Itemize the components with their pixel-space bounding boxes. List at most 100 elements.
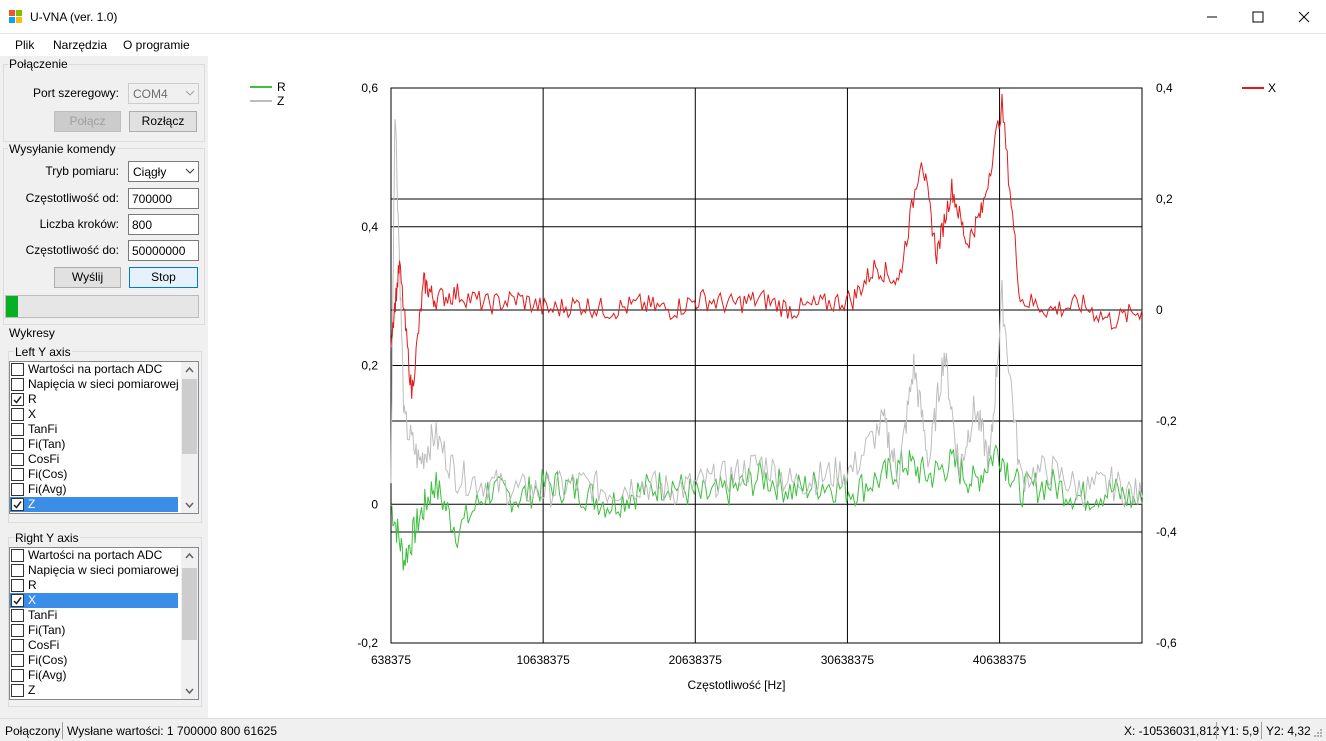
title-bar: U-VNA (ver. 1.0) [0, 0, 1326, 34]
left-list-item[interactable]: CosFi [10, 452, 178, 467]
left-list-item[interactable]: Fi(Tan) [10, 437, 178, 452]
freq-from-input[interactable]: 700000 [128, 188, 199, 209]
close-icon [1298, 11, 1310, 23]
checkbox[interactable] [11, 393, 24, 406]
impedance-chart[interactable]: 638375 10638375 20638375 30638375 40638375 -0… [208, 56, 1326, 718]
checkbox[interactable] [11, 624, 24, 637]
right-list-item[interactable]: CosFi [10, 638, 178, 653]
checkbox[interactable] [11, 639, 24, 652]
left-list-item[interactable]: TanFi [10, 422, 178, 437]
mode-select[interactable]: Ciągły [128, 161, 199, 182]
checkbox[interactable] [11, 453, 24, 466]
right-axis-title: Right Y axis [14, 531, 80, 545]
steps-input[interactable]: 800 [128, 214, 199, 235]
right-list-scrollbar[interactable] [181, 548, 198, 699]
freq-to-input[interactable]: 50000000 [128, 240, 199, 261]
right-y-tick-label: 0,2 [1156, 192, 1173, 206]
left-list-item[interactable]: Fi(Avg) [10, 482, 178, 497]
chevron-down-icon [185, 90, 195, 96]
scroll-down-icon[interactable] [185, 502, 194, 509]
checkbox[interactable] [11, 654, 24, 667]
right-list-item[interactable]: Fi(Tan) [10, 623, 178, 638]
checkbox[interactable] [11, 498, 24, 511]
chevron-down-icon [185, 168, 195, 174]
right-axis-list[interactable]: Z Fi(Avg) Fi(Cos) CosFi Fi(Tan) TanFi X R Napięc… [9, 547, 199, 700]
right-list-item[interactable]: R [10, 578, 178, 593]
port-select[interactable]: COM4 [128, 83, 199, 104]
checkbox[interactable] [11, 669, 24, 682]
list-item-label: X [28, 407, 37, 421]
left-y-tick-label: 0,4 [361, 220, 378, 234]
scroll-up-icon[interactable] [185, 366, 194, 373]
checkbox[interactable] [11, 378, 24, 391]
right-y-tick-label: 0,4 [1156, 81, 1173, 95]
checkbox[interactable] [11, 684, 24, 697]
checkbox[interactable] [11, 609, 24, 622]
plots-group-title: Wykresy [8, 326, 56, 340]
left-list-item[interactable]: Z [10, 497, 178, 512]
right-list-item[interactable]: Z [10, 683, 178, 698]
checkbox[interactable] [11, 483, 24, 496]
checkbox[interactable] [11, 594, 24, 607]
checkbox[interactable] [11, 564, 24, 577]
right-y-tick-label: -0,2 [1156, 414, 1177, 428]
right-list-item[interactable]: TanFi [10, 608, 178, 623]
menu-narzedzia[interactable]: Narzędzia [53, 38, 108, 52]
status-separator [1216, 722, 1217, 739]
checkbox[interactable] [11, 468, 24, 481]
right-list-item[interactable]: Fi(Avg) [10, 668, 178, 683]
left-list-item[interactable]: Napięcia w sieci pomiarowej [10, 377, 179, 392]
legend-label: Z [277, 94, 284, 108]
left-list-scroll-thumb[interactable] [182, 379, 197, 454]
progress-fill [6, 296, 18, 317]
freq-to-label: Częstotliwość do: [25, 243, 119, 257]
right-list-item[interactable]: Napięcia w sieci pomiarowej [10, 563, 179, 578]
menu-o-programie[interactable]: O programie [123, 38, 190, 52]
right-list-item[interactable]: Fi(Cos) [10, 653, 178, 668]
left-y-tick-label: -0,2 [357, 636, 378, 650]
checkbox[interactable] [11, 408, 24, 421]
status-sent-values: Wysłane wartości: 1 700000 800 61625 [67, 724, 278, 738]
checkbox[interactable] [11, 363, 24, 376]
connect-button[interactable]: Połącz [54, 111, 121, 132]
menu-plik[interactable]: Plik [15, 38, 35, 52]
list-item-label: TanFi [28, 422, 58, 436]
disconnect-button[interactable]: Rozłącz [129, 111, 197, 132]
left-list-scrollbar[interactable] [181, 362, 198, 513]
x-tick-label: 10638375 [516, 653, 570, 667]
list-item-label: X [28, 593, 37, 607]
list-item-label: R [28, 578, 37, 592]
right-list-item[interactable]: Wartości na portach ADC [10, 548, 178, 563]
left-panel: Połączenie Port szeregowy: COM4 Połącz R… [0, 56, 208, 718]
list-item-label: Fi(Cos) [28, 653, 68, 667]
x-tick-label: 40638375 [973, 653, 1027, 667]
mode-value: Ciągły [133, 165, 167, 179]
send-button[interactable]: Wyślij [54, 267, 121, 288]
command-group-title: Wysyłanie komendy [8, 142, 117, 156]
resize-grip-icon[interactable] [1313, 728, 1323, 738]
left-list-item[interactable]: Wartości na portach ADC [10, 362, 178, 377]
checkbox[interactable] [11, 423, 24, 436]
maximize-button[interactable] [1235, 0, 1281, 34]
checkbox[interactable] [11, 549, 24, 562]
checkbox[interactable] [11, 438, 24, 451]
scroll-up-icon[interactable] [185, 552, 194, 559]
left-list-item[interactable]: X [10, 407, 178, 422]
port-label: Port szeregowy: [32, 86, 119, 100]
checkbox[interactable] [11, 579, 24, 592]
right-list-item[interactable]: X [10, 593, 178, 608]
list-item-label: Fi(Tan) [28, 437, 66, 451]
chart-area[interactable]: 638375 10638375 20638375 30638375 40638375 -0… [208, 56, 1326, 718]
checkmark-icon [13, 501, 22, 509]
stop-button[interactable]: Stop [129, 267, 198, 288]
minimize-button[interactable] [1189, 0, 1235, 34]
left-axis-list[interactable]: Z Fi(Avg) Fi(Cos) CosFi Fi(Tan) TanFi X R Napięc… [9, 361, 199, 514]
left-list-item[interactable]: Fi(Cos) [10, 467, 178, 482]
scroll-down-icon[interactable] [185, 688, 194, 695]
right-list-scroll-thumb[interactable] [182, 568, 197, 640]
close-button[interactable] [1281, 0, 1326, 34]
minimize-icon [1207, 16, 1217, 18]
connection-group [3, 64, 205, 142]
left-list-item[interactable]: R [10, 392, 178, 407]
menu-bar: Plik Narzędzia O programie [0, 34, 1326, 56]
